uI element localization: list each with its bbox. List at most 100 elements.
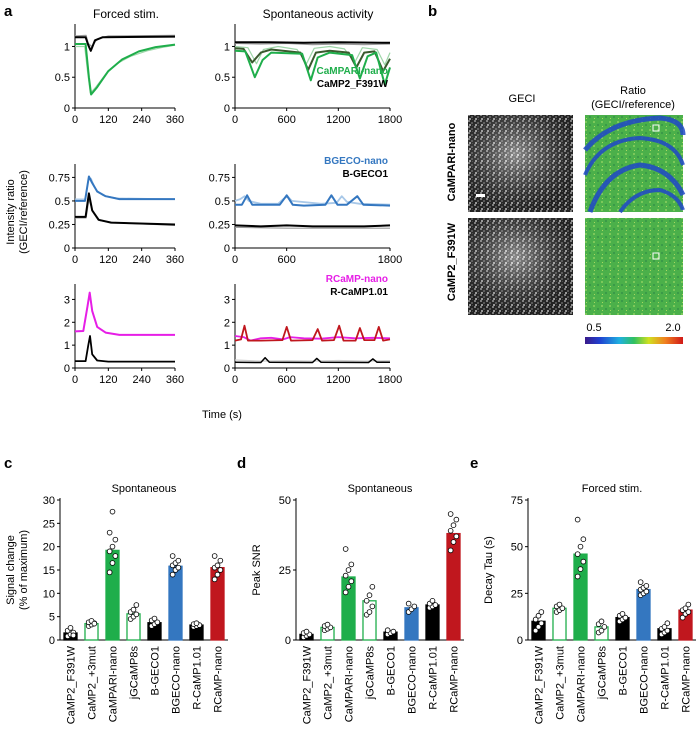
data-point: [169, 553, 176, 559]
y-tick-label: 3: [64, 294, 70, 306]
data-point: [211, 553, 218, 559]
data-point: [348, 561, 355, 568]
y-tick-label: 0: [517, 635, 523, 647]
legend-label: RCaMP-nano: [326, 274, 388, 285]
panel-b: GECI Ratio (GECI/reference) CaMPARI-nano…: [446, 85, 686, 344]
data-point: [390, 628, 397, 635]
y-tick-label: 2: [64, 317, 70, 329]
y-tick-label: 0: [224, 363, 230, 375]
data-point: [532, 616, 539, 623]
x-tick-label: 360: [166, 114, 184, 126]
data-point: [664, 620, 671, 626]
x-tick-label: 1800: [378, 254, 402, 266]
data-point: [154, 619, 161, 626]
category-label: RCaMP-nano: [681, 646, 693, 713]
trace-plot-2-right: 0.75 0.5 0.25 00 600 1800 BGECO-nano B-GECO1: [209, 156, 403, 266]
trace-line-blue: [235, 194, 391, 207]
x-tick-label: 0: [232, 114, 238, 126]
y-tick-label: 25: [511, 588, 523, 600]
y-tick-label: 0: [285, 635, 291, 647]
bar-bgeco-nano: [168, 565, 183, 641]
data-point: [447, 511, 454, 517]
data-point: [685, 609, 692, 615]
data-point: [214, 571, 221, 578]
panel-label-c: c: [4, 455, 12, 472]
y-tick-label: 50: [279, 495, 291, 507]
x-tick-label: 0: [72, 114, 78, 126]
trace-plot-3-right: 3 2 1 00 600 1200 1800 RCaMP-nano R-CaMP1.01: [224, 274, 402, 386]
data-point: [109, 560, 116, 566]
y-tick-label: 50: [511, 542, 523, 554]
data-point: [538, 609, 545, 615]
data-point: [130, 606, 137, 613]
data-point: [411, 603, 418, 610]
data-point: [574, 551, 581, 557]
data-point: [556, 601, 563, 608]
category-label: R-CaMP1.01: [192, 646, 204, 710]
data-point: [70, 632, 77, 639]
data-point: [303, 628, 310, 635]
data-point: [217, 567, 224, 573]
y-tick-label: 20: [43, 542, 55, 554]
data-point: [574, 516, 581, 523]
category-label: CaMP2_+3mut: [87, 646, 99, 720]
x-tick-label: 240: [132, 374, 150, 386]
y-tick-label: 0.75: [209, 172, 230, 184]
data-point: [538, 620, 545, 626]
y-tick-label: 0: [49, 635, 55, 647]
bar-camp2_f391w: [531, 620, 546, 641]
y-tick-label: 1: [64, 41, 70, 53]
data-point: [193, 620, 200, 626]
y-tick-label: 0: [64, 363, 70, 375]
data-point: [348, 578, 355, 584]
y-axis-label: Peak SNR: [251, 544, 263, 595]
y-tick-label: 10: [43, 588, 55, 600]
data-point: [169, 571, 176, 578]
spontaneous-title: Spontaneous activity: [263, 7, 374, 21]
data-point: [619, 611, 626, 617]
category-label: CaMP2_F391W: [534, 645, 546, 724]
data-point: [643, 588, 650, 595]
category-label: CaMP2_F391W: [66, 645, 78, 724]
data-point: [447, 527, 454, 534]
x-tick-label: 600: [277, 254, 295, 266]
data-point: [214, 562, 221, 569]
data-point: [366, 592, 373, 598]
row-label-camp2: CaMP2_F391W: [446, 222, 458, 301]
data-point: [577, 566, 584, 572]
category-label: CaMP2_F391W: [302, 645, 314, 724]
y-tick-label: 2: [224, 317, 230, 329]
geci-image-camp2: [468, 218, 573, 315]
y-tick-label: 0.25: [49, 219, 70, 231]
trace-line-dgreen: [234, 47, 391, 73]
bar-jgcamp8s: [362, 600, 377, 641]
data-point: [112, 536, 119, 543]
colorbar-max-label: 2.0: [665, 322, 680, 334]
colorbar: [585, 337, 683, 344]
row-label-campari: CaMPARI-nano: [446, 122, 458, 201]
y-tick-label: 25: [279, 565, 291, 577]
geci-col-title: GECI: [509, 93, 536, 105]
scale-bar: [476, 194, 485, 197]
chart-title: Spontaneous: [348, 483, 413, 495]
x-tick-label: 240: [132, 254, 150, 266]
y-tick-label: 0: [224, 103, 230, 115]
data-point: [685, 601, 692, 608]
data-point: [450, 539, 457, 545]
x-tick-label: 1200: [326, 114, 350, 126]
ratio-image-campari: [583, 115, 686, 214]
category-label: CaMPARI-nano: [344, 646, 356, 722]
y-axis-label: Signal change: [5, 535, 17, 605]
y-tick-label: 0.5: [215, 196, 230, 208]
data-point: [580, 536, 587, 542]
trace-line-black: [75, 192, 176, 226]
trace-line-grey: [234, 42, 391, 46]
data-point: [679, 614, 686, 621]
trace-plot-1-left: 1 0.5 00 120 240 360: [55, 24, 184, 126]
category-label: CaMP2_+3mut: [555, 646, 567, 720]
intensity-ylabel-1: Intensity ratio: [5, 179, 17, 244]
trace-line-blue: [75, 175, 175, 202]
data-point: [91, 620, 98, 627]
data-point: [384, 627, 391, 633]
